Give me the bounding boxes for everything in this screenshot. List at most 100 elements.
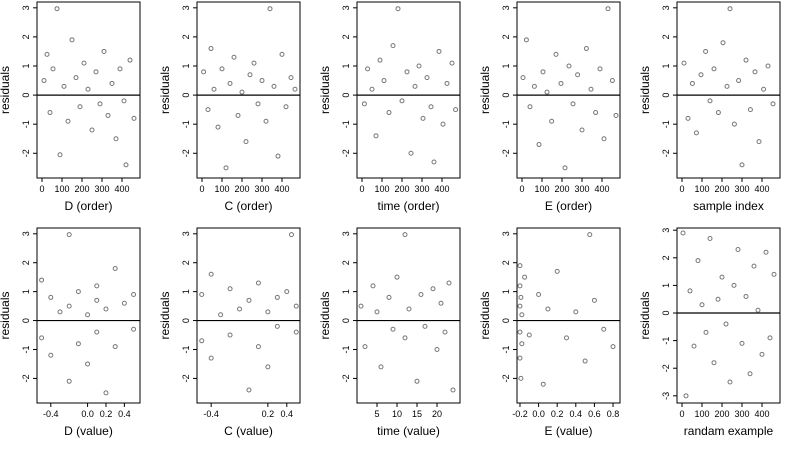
point <box>263 118 269 124</box>
x-tick-label: 5 <box>374 409 379 419</box>
point <box>412 83 418 89</box>
point <box>755 307 761 313</box>
point <box>703 48 709 54</box>
point <box>554 268 560 274</box>
y-tick-label: -1 <box>661 337 671 345</box>
y-tick-label: -1 <box>21 120 31 128</box>
y-tick-label: 0 <box>21 93 31 98</box>
y-tick-label: -2 <box>21 374 31 382</box>
point <box>390 43 396 49</box>
point <box>605 6 611 12</box>
y-axis-label: residuals <box>638 291 652 339</box>
point <box>85 361 91 367</box>
y-tick-label: 2 <box>21 34 31 39</box>
x-tick-label: 0 <box>519 184 524 194</box>
point <box>424 75 430 81</box>
y-tick-label: 3 <box>661 5 671 10</box>
point <box>449 60 455 66</box>
y-tick-label: 0 <box>341 318 351 323</box>
point <box>518 294 524 300</box>
point <box>601 326 607 332</box>
point <box>109 80 115 86</box>
x-tick-label: 300 <box>734 184 749 194</box>
point <box>395 6 401 12</box>
point <box>540 381 546 387</box>
point <box>103 390 109 396</box>
x-tick-label: 200 <box>394 184 409 194</box>
point <box>112 265 118 271</box>
point <box>41 78 47 84</box>
point <box>767 335 773 341</box>
point <box>765 63 771 69</box>
x-tick-label: 0.2 <box>262 409 275 419</box>
point <box>739 340 745 346</box>
point <box>517 355 523 361</box>
y-tick-label: 3 <box>341 5 351 10</box>
point <box>404 69 410 75</box>
y-axis-label: residuals <box>158 291 172 339</box>
y-tick-label: -1 <box>341 120 351 128</box>
point <box>436 48 442 54</box>
y-tick-label: 2 <box>181 260 191 265</box>
x-tick-label: 0 <box>679 409 684 419</box>
point <box>724 83 730 89</box>
y-tick-label: 2 <box>501 34 511 39</box>
point <box>361 101 367 107</box>
point <box>362 344 368 350</box>
point <box>444 80 450 86</box>
plot-box <box>356 1 461 179</box>
point <box>227 332 233 338</box>
point <box>519 341 525 347</box>
x-tick-label: 0.4 <box>118 409 131 419</box>
x-tick-label: 100 <box>694 184 709 194</box>
point <box>121 300 127 306</box>
point <box>747 107 753 113</box>
point <box>545 306 551 312</box>
y-tick-label: -1 <box>501 345 511 353</box>
plot-box <box>36 227 141 404</box>
x-tick-label: 0.6 <box>588 409 601 419</box>
plot-box <box>676 1 781 179</box>
point <box>121 98 127 104</box>
point <box>414 378 420 384</box>
plot-box <box>196 227 301 404</box>
point <box>211 86 217 92</box>
y-tick-label: -3 <box>661 392 671 400</box>
point <box>518 375 524 381</box>
point <box>428 104 434 110</box>
x-tick-label: 300 <box>734 409 749 419</box>
point <box>57 309 63 315</box>
point <box>69 37 75 43</box>
point <box>408 150 414 156</box>
x-tick-label: 100 <box>374 184 389 194</box>
x-tick-label: 200 <box>714 184 729 194</box>
y-tick-label: 3 <box>661 228 671 233</box>
point <box>715 296 721 302</box>
point <box>727 6 733 12</box>
point <box>609 78 615 84</box>
point <box>685 115 691 121</box>
x-tick-label: 400 <box>754 409 769 419</box>
point <box>89 127 95 133</box>
point <box>394 274 400 280</box>
y-tick-label: 3 <box>21 5 31 10</box>
y-tick-label: -1 <box>181 345 191 353</box>
point <box>402 232 408 238</box>
point <box>81 60 87 66</box>
point <box>123 162 129 168</box>
point <box>259 78 265 84</box>
point <box>693 130 699 136</box>
x-tick-label: 300 <box>574 184 589 194</box>
y-tick-label: 3 <box>501 231 511 236</box>
y-tick-label: 3 <box>181 5 191 10</box>
point <box>293 329 299 335</box>
point <box>687 288 693 294</box>
point <box>66 303 72 309</box>
y-tick-label: 2 <box>661 255 671 260</box>
y-tick-label: -2 <box>661 149 671 157</box>
point <box>756 139 762 145</box>
x-tick-label: 200 <box>714 409 729 419</box>
point <box>75 289 81 295</box>
point <box>292 86 298 92</box>
point <box>587 232 593 238</box>
